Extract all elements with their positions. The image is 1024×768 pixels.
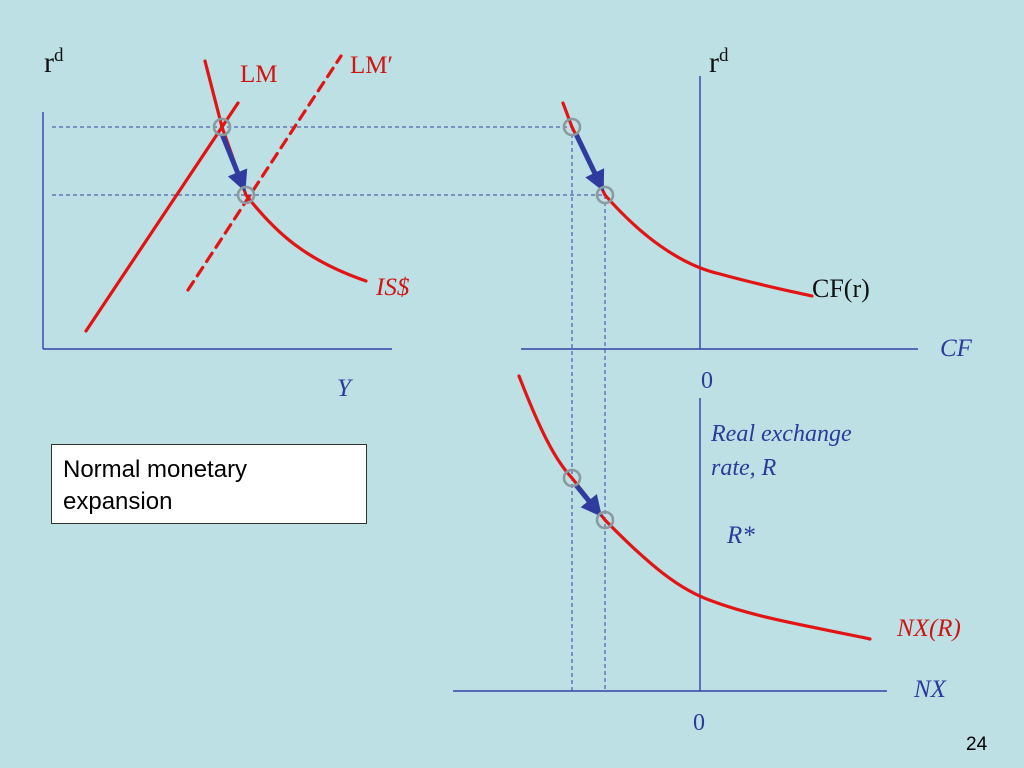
income-shift-arrow (219, 133, 248, 192)
nx-x-axis-label: NX (914, 676, 946, 703)
cf-y-axis-symbol: r (709, 46, 719, 79)
nx-initial-point (562, 468, 582, 488)
lm-shifted-curve (186, 54, 343, 292)
r-star-label: R* (727, 522, 755, 549)
income-y-axis-label: rd (44, 46, 64, 78)
income-new-point (236, 185, 256, 205)
cf-y-axis-superscript: d (719, 45, 729, 66)
income-y-axis-symbol: r (44, 46, 54, 79)
nx-y-axis-label-line2: rate, R (711, 455, 777, 481)
nx-panel-axes (453, 398, 887, 692)
cf-curve-label: CF(r) (812, 274, 870, 303)
equilibrium-markers (212, 117, 615, 530)
nx-new-point (595, 510, 615, 530)
callout-box: Normal monetary expansion (51, 444, 367, 524)
cf-zero-label: 0 (701, 368, 713, 394)
shift-arrows (219, 132, 605, 517)
income-y-axis-superscript: d (54, 45, 64, 66)
cf-y-axis-label: rd (709, 46, 729, 78)
cf-shift-arrow (573, 132, 605, 192)
income-x-axis-label: Y (337, 375, 351, 402)
nx-y-axis-label-line1: Real exchange (711, 421, 852, 447)
page-number: 24 (966, 734, 988, 755)
is-curve-label: IS$ (376, 274, 410, 301)
cf-x-axis-label: CF (940, 335, 972, 362)
cf-new-point (595, 185, 615, 205)
lm-curve (84, 101, 240, 333)
is-curve (203, 59, 368, 283)
cf-panel-axes (521, 76, 918, 350)
cf-curve (561, 101, 814, 298)
lm-curve-label: LM (240, 61, 278, 88)
income-initial-point (212, 117, 232, 137)
lm-shifted-curve-label: LM′ (350, 52, 393, 79)
nx-curve-label: NX(R) (897, 615, 961, 642)
nx-zero-label: 0 (693, 710, 705, 736)
curves (84, 54, 872, 641)
cf-initial-point (562, 117, 582, 137)
nx-curve (517, 374, 872, 641)
income-panel-axes (42, 112, 392, 350)
nx-shift-arrow (574, 483, 602, 517)
guide-lines (52, 126, 606, 691)
